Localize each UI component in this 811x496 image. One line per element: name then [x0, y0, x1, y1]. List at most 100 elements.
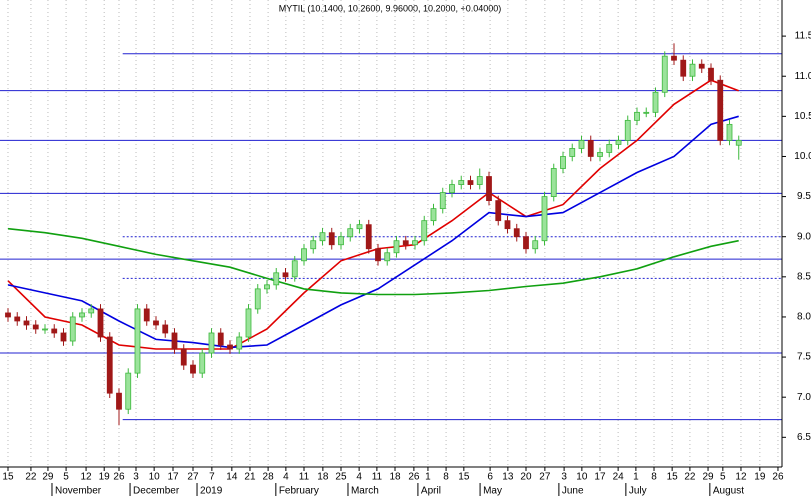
x-tick-label: 5 [720, 472, 726, 483]
candle-body [504, 220, 511, 230]
candle-body [227, 344, 233, 350]
candle-body [190, 364, 196, 374]
x-tick-label: 15 [667, 472, 679, 483]
x-tick-label: 19 [99, 472, 111, 483]
month-label: May [483, 486, 502, 496]
x-tick-label: 18 [389, 472, 401, 483]
x-tick-label: 11 [299, 472, 310, 483]
candle-body [106, 336, 113, 394]
candle-body [421, 220, 428, 242]
candle-body [32, 324, 39, 330]
candle-body [23, 320, 30, 326]
candle-body [365, 224, 372, 250]
x-tick-label: 13 [502, 472, 514, 483]
candle-body [708, 67, 714, 81]
candle-body [134, 308, 141, 374]
candle-body [541, 196, 548, 242]
candle-body [208, 332, 215, 354]
month-label: 2019 [200, 486, 223, 496]
x-tick-label: 29 [42, 472, 54, 483]
candle-body [153, 320, 159, 326]
y-tick-label: 11.5 [795, 31, 811, 42]
x-tick-label: 22 [25, 472, 37, 483]
x-tick-label: 8 [443, 472, 449, 483]
candle-body [338, 236, 344, 246]
y-tick-label: 6.5 [797, 432, 811, 443]
candle-body [375, 248, 381, 262]
x-tick-label: 15 [2, 472, 14, 483]
candle-body [116, 392, 122, 410]
x-tick-label: 1 [425, 472, 431, 483]
moving-average [7, 115, 739, 349]
candle-body [402, 240, 409, 246]
candle-body [439, 192, 446, 210]
month-label: June [562, 486, 584, 496]
candle-body [79, 312, 85, 318]
x-tick-label: 7 [209, 472, 215, 483]
candle-body [310, 240, 317, 250]
x-tick-label: 5 [63, 472, 69, 483]
candle-body [356, 224, 363, 230]
y-tick-label: 7.5 [797, 352, 811, 363]
candle-body [347, 228, 354, 238]
x-tick-label: 3 [133, 472, 139, 483]
x-tick-label: 4 [283, 472, 289, 483]
x-tick-label: 8 [651, 472, 657, 483]
candle-body [14, 316, 21, 322]
x-tick-label: 12 [735, 472, 747, 483]
candle-body [513, 228, 520, 238]
candle-body [162, 324, 169, 334]
y-tick-label: 9.0 [797, 231, 811, 242]
x-tick-label: 24 [613, 472, 625, 483]
month-label: December [133, 486, 180, 496]
x-tick-label: 26 [772, 472, 784, 483]
candle-body [384, 252, 391, 262]
candle-body [495, 200, 502, 222]
month-label: November [55, 486, 102, 496]
x-tick-label: 26 [113, 472, 125, 483]
x-tick-label: 15 [458, 472, 470, 483]
x-tick-label: 17 [594, 472, 606, 483]
candle-body [726, 123, 733, 141]
candle-body [735, 140, 742, 146]
x-tick-label: 22 [684, 472, 696, 483]
candle-body [597, 152, 603, 157]
moving-average [7, 227, 739, 296]
candle-body [634, 111, 640, 121]
y-tick-label: 11.0 [795, 71, 811, 82]
candle-body [587, 140, 594, 157]
month-label: February [279, 486, 319, 496]
candle-body [671, 55, 677, 61]
candle-body [51, 328, 58, 334]
candle-body [578, 140, 585, 149]
candle-body [301, 248, 307, 262]
candle-body [328, 232, 335, 246]
x-tick-label: 26 [408, 472, 420, 483]
x-tick-label: 4 [356, 472, 362, 483]
x-tick-label: 21 [244, 472, 256, 483]
x-tick-label: 12 [81, 472, 93, 483]
x-tick-label: 10 [576, 472, 588, 483]
candle-body [273, 272, 280, 286]
y-tick-label: 8.0 [797, 312, 811, 323]
candle-body [254, 288, 261, 310]
x-tick-label: 25 [335, 472, 347, 483]
x-tick-label: 29 [702, 472, 714, 483]
month-label: July [629, 486, 647, 496]
x-tick-label: 27 [187, 472, 199, 483]
candle-body [689, 63, 696, 77]
candle-body [393, 240, 400, 254]
candle-body [97, 308, 104, 338]
candle-body [125, 372, 132, 410]
x-tick-label: 27 [539, 472, 551, 483]
candle-body [412, 240, 418, 246]
x-tick-label: 3 [561, 472, 567, 483]
x-tick-label: 1 [633, 472, 639, 483]
candle-body [606, 144, 613, 153]
candle-body [60, 332, 67, 342]
candle-body [245, 308, 252, 338]
candle-body [523, 236, 529, 250]
x-tick-label: 18 [317, 472, 329, 483]
candle-body [171, 332, 178, 350]
y-tick-label: 10.0 [794, 151, 811, 162]
